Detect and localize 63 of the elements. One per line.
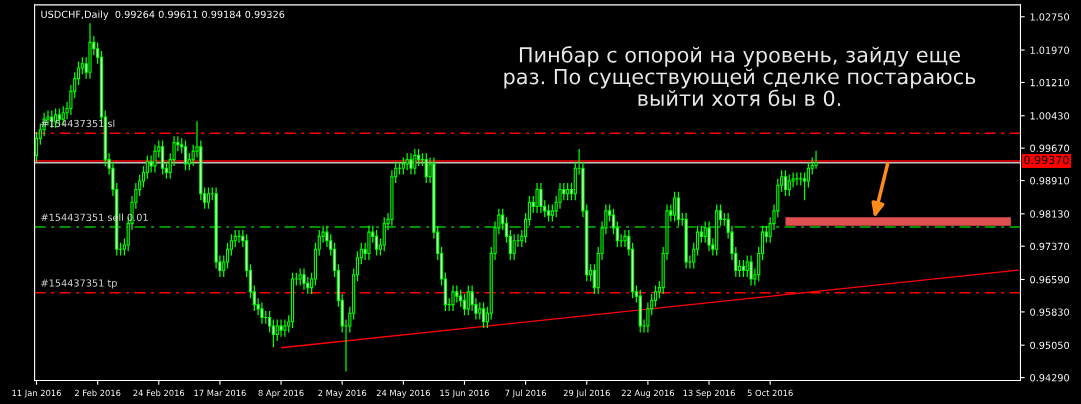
candlestick <box>783 169 788 197</box>
candlestick <box>374 229 379 257</box>
x-tick-label: 7 Jul 2016 <box>505 389 547 398</box>
x-tick-label: 11 Jan 2016 <box>12 389 61 398</box>
x-tick-label: 15 Jun 2016 <box>440 389 490 398</box>
x-tick-label: 8 Apr 2016 <box>258 389 304 398</box>
candlestick <box>153 144 157 174</box>
y-tick-label: 1.01210 <box>1030 78 1070 87</box>
candlestick <box>787 173 791 197</box>
y-tick-label: 0.97370 <box>1030 242 1070 251</box>
candlestick <box>34 131 39 163</box>
annotation: Пинбар с опорой на уровень, зайду еще раз. По существующей сделке постараюсь выйти хотя бы в 0. <box>504 46 976 107</box>
candlestick <box>149 154 153 174</box>
candlestick <box>382 216 386 252</box>
candlestick <box>279 318 283 338</box>
ref-line-label: 0.99370 <box>1024 155 1069 165</box>
x-tick-label: 13 Sep 2016 <box>683 389 735 398</box>
candlestick <box>283 318 287 338</box>
y-tick-label: 1.00430 <box>1030 112 1070 120</box>
y-tick-label: 0.98130 <box>1030 210 1070 218</box>
x-tick-label: 29 Jul 2016 <box>563 389 610 398</box>
x-tick-label: 5 Oct 2016 <box>747 389 793 397</box>
candlestick <box>462 293 467 316</box>
y-tick-label: 0.98910 <box>1030 177 1070 185</box>
candlestick <box>466 284 470 316</box>
candlestick <box>409 152 413 176</box>
candlestick <box>424 152 428 184</box>
candlestick <box>806 161 810 189</box>
candlestick <box>275 318 279 342</box>
candlestick <box>745 254 749 278</box>
ref-line-label: #154437351 tp <box>41 279 117 289</box>
y-tick-label: 1.01970 <box>1030 46 1070 54</box>
x-tick-label: 24 May 2016 <box>376 389 430 398</box>
x-tick-label: 17 Mar 2016 <box>194 389 246 397</box>
text: USDCHF,Daily 0.99264 0.99611 0.99184 0.99326 <box>41 10 285 20</box>
x-tick-label: 22 Aug 2016 <box>621 389 675 398</box>
y-tick-label: 0.95830 <box>1030 308 1070 316</box>
candlestick <box>673 191 677 223</box>
candlestick <box>703 220 707 244</box>
candlestick <box>451 284 455 312</box>
y-tick-label: 1.02750 <box>1030 13 1070 21</box>
x-tick-label: 2 Feb 2016 <box>74 389 121 397</box>
candlestick <box>413 148 417 176</box>
x-tick-label: 2 May 2016 <box>318 389 367 398</box>
y-tick-label: 0.94290 <box>1030 374 1070 382</box>
candlestick <box>141 165 146 189</box>
candlestick <box>260 301 264 325</box>
candlestick <box>145 154 149 180</box>
candlestick <box>623 229 627 248</box>
y-tick-label: 0.96590 <box>1030 275 1070 284</box>
candlestick <box>302 267 306 291</box>
y-tick-label: 0.95050 <box>1030 341 1070 349</box>
y-tick-label: 0.99670 <box>1030 144 1070 152</box>
candlestick <box>271 318 276 348</box>
candlestick <box>225 242 230 270</box>
candlestick <box>653 284 658 308</box>
x-tick-label: 24 Feb 2016 <box>133 389 185 397</box>
candlestick <box>367 225 371 261</box>
candlestick <box>707 220 711 252</box>
candlestick <box>512 233 516 261</box>
candlestick <box>535 182 539 214</box>
candlestick <box>749 254 753 287</box>
candlestick <box>539 182 543 214</box>
